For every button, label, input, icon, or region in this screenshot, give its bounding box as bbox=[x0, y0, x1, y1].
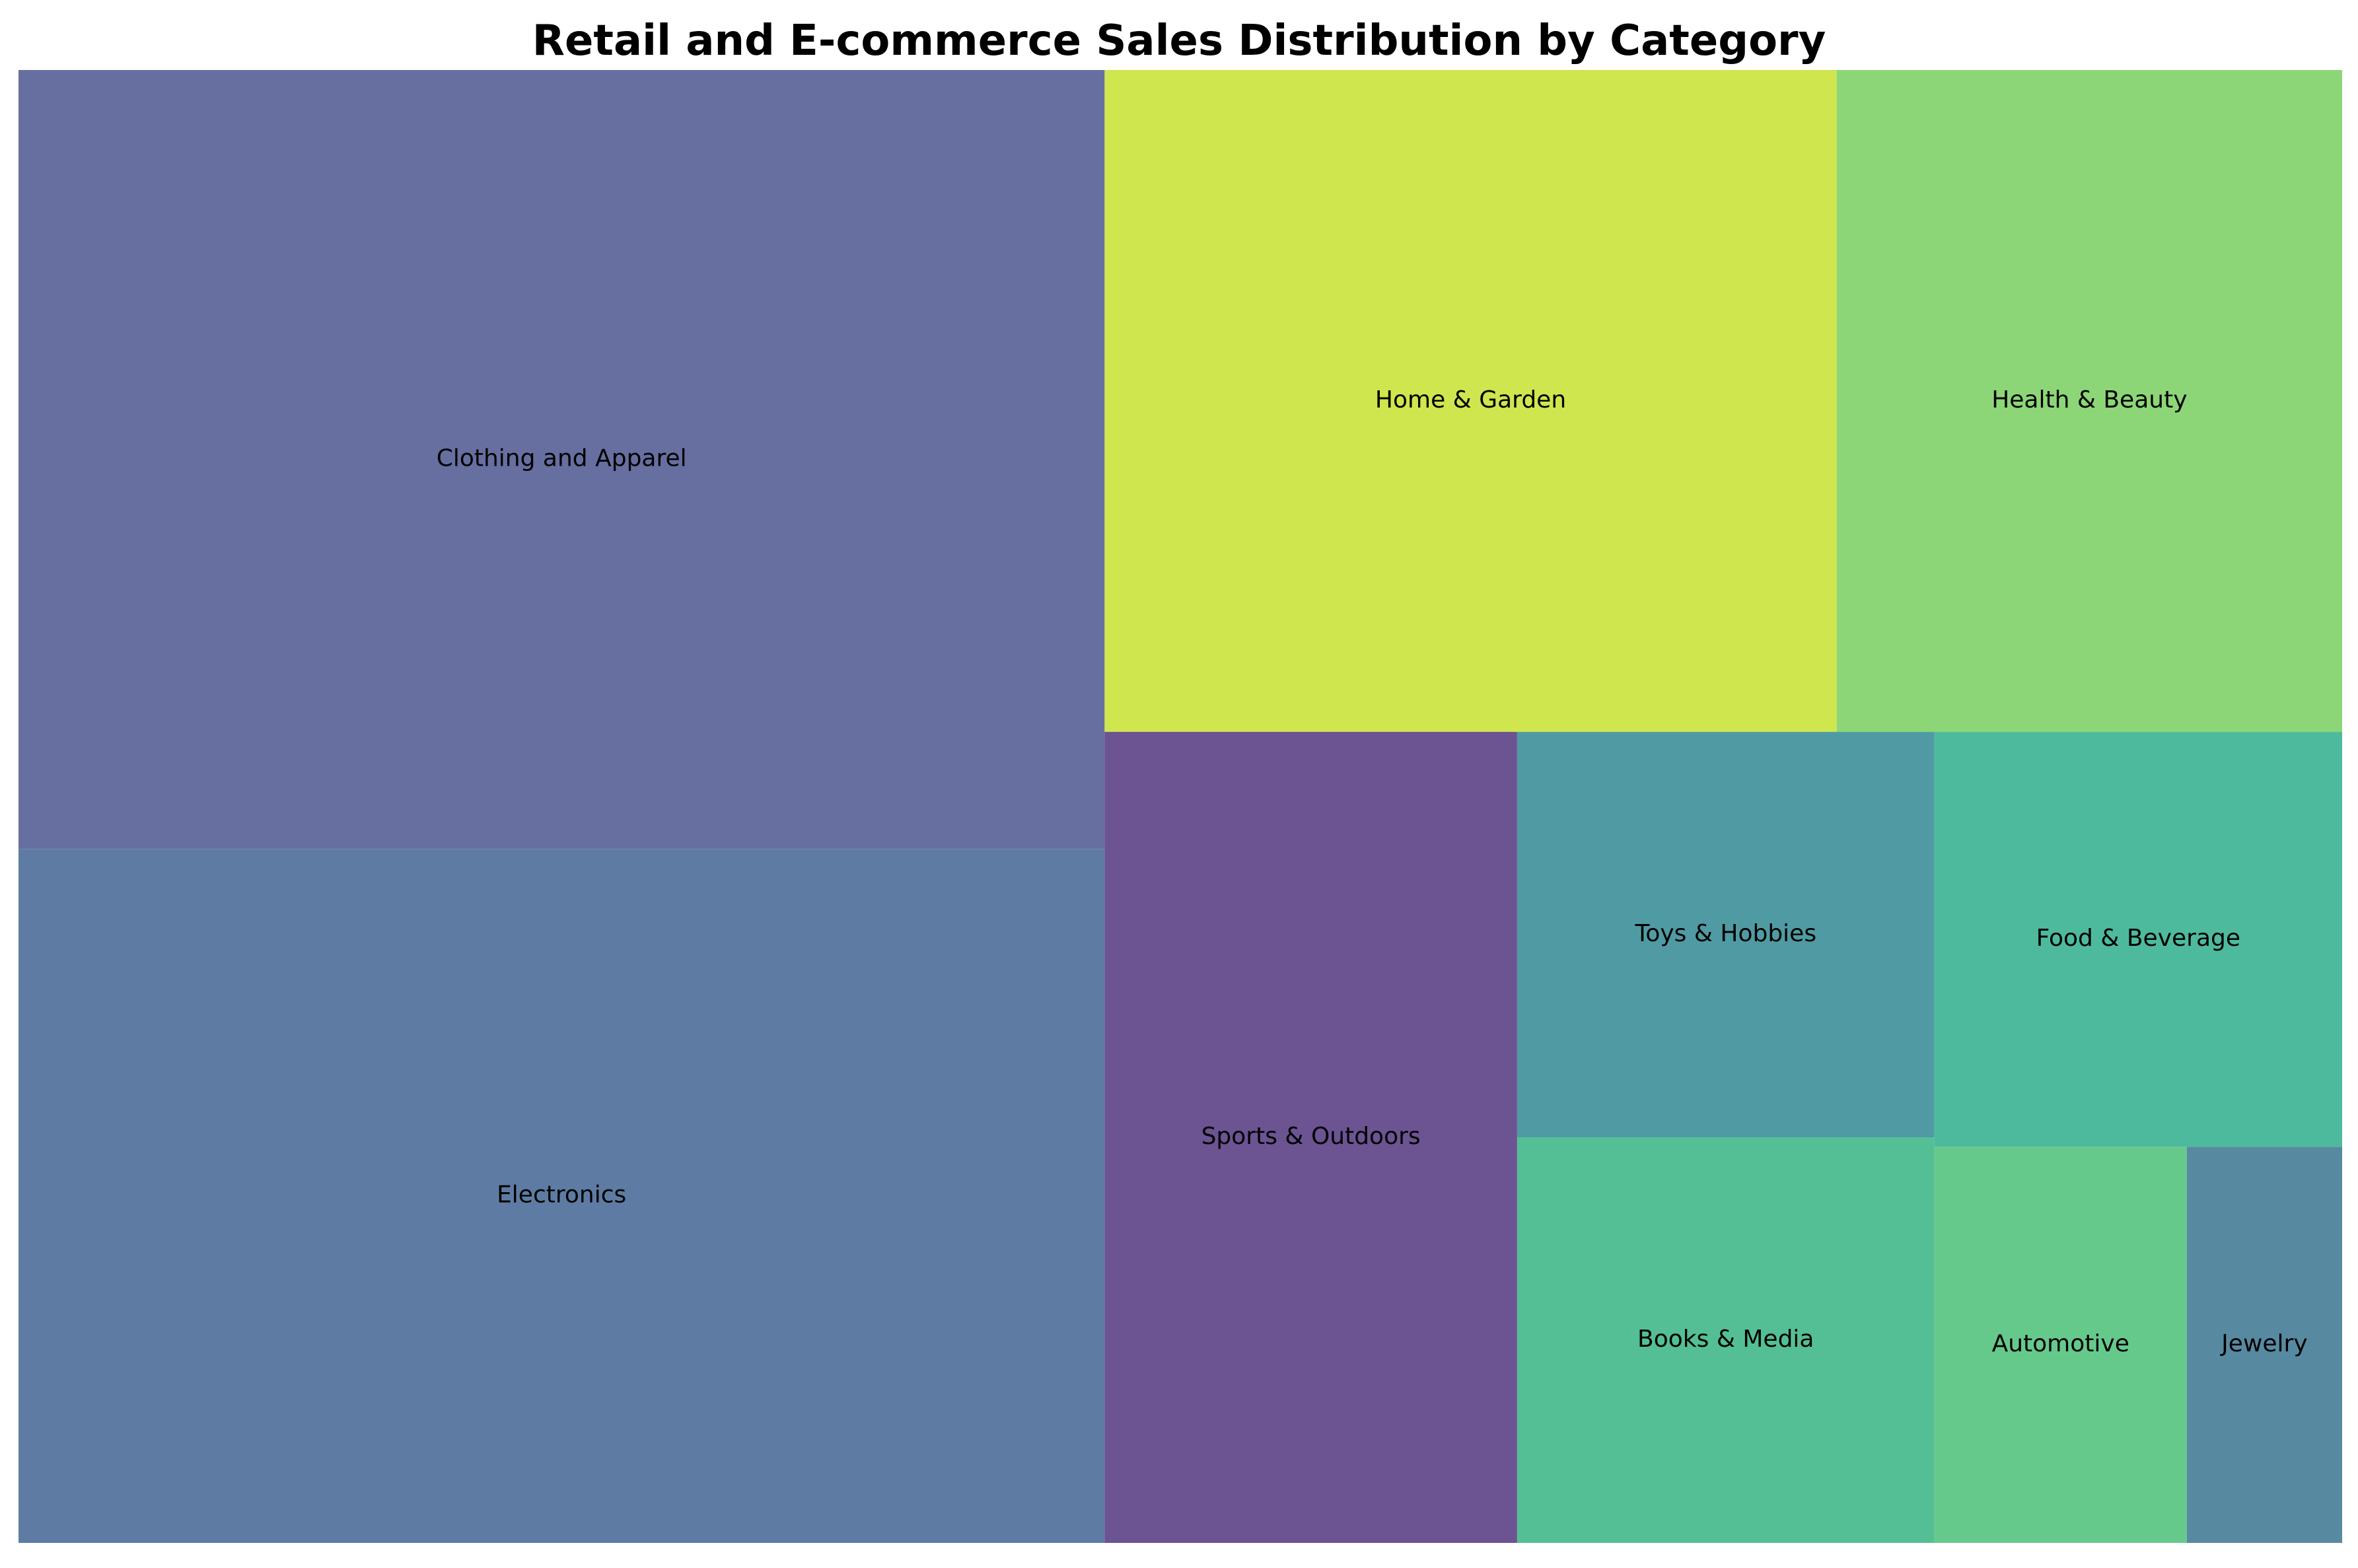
treemap-label-jewelry: Jewelry bbox=[2220, 1330, 2307, 1357]
treemap-label-home-and-garden: Home & Garden bbox=[1375, 386, 1566, 413]
treemap-tile-jewelry bbox=[2186, 1147, 2342, 1543]
treemap-tile-health-and-beauty bbox=[1836, 70, 2342, 732]
treemap-tile-automotive bbox=[1934, 1147, 2187, 1543]
treemap-label-automotive: Automotive bbox=[1992, 1330, 2129, 1357]
treemap-tile-home-and-garden bbox=[1104, 70, 1837, 732]
treemap-label-health-and-beauty: Health & Beauty bbox=[1991, 386, 2187, 413]
treemap-label-clothing-and-apparel: Clothing and Apparel bbox=[437, 445, 687, 472]
treemap-label-sports-and-outdoors: Sports & Outdoors bbox=[1201, 1123, 1421, 1150]
treemap-label-electronics: Electronics bbox=[497, 1182, 626, 1209]
treemap-label-books-and-media: Books & Media bbox=[1637, 1326, 1814, 1353]
treemap-label-food-and-beverage: Food & Beverage bbox=[2036, 925, 2240, 952]
treemap-label-toys-and-hobbies: Toys & Hobbies bbox=[1634, 920, 1816, 947]
treemap-tile-toys-and-hobbies bbox=[1517, 732, 1935, 1138]
treemap-tile-clothing-and-apparel bbox=[18, 70, 1105, 849]
treemap-tile-electronics bbox=[18, 849, 1105, 1543]
treemap-tile-books-and-media bbox=[1517, 1137, 1935, 1543]
treemap-tile-sports-and-outdoors bbox=[1104, 732, 1517, 1543]
treemap-tile-food-and-beverage bbox=[1934, 732, 2342, 1147]
chart-title: Retail and E-commerce Sales Distribution… bbox=[532, 17, 1826, 65]
